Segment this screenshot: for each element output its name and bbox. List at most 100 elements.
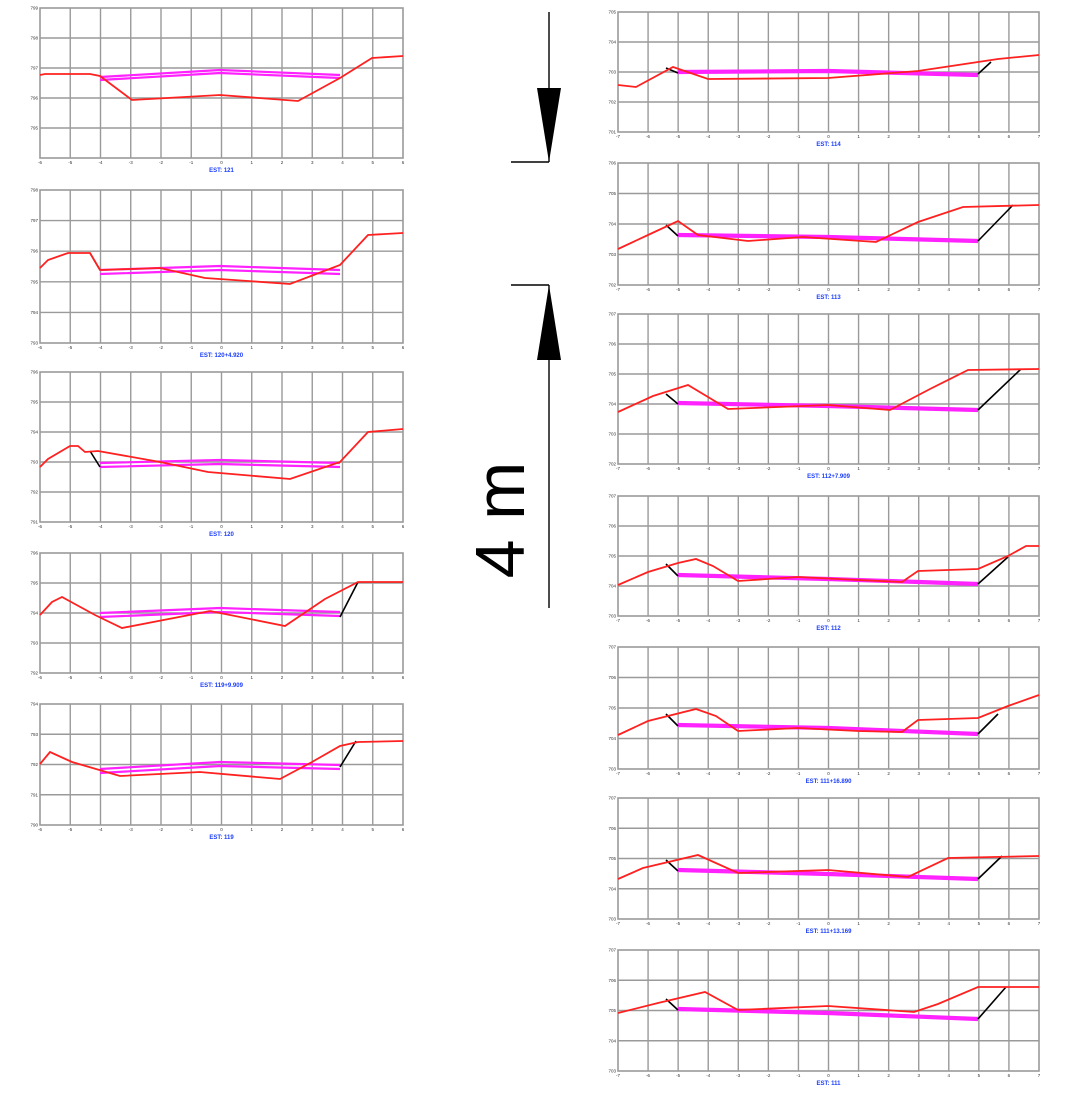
x-tick-label: 2	[887, 1073, 890, 1078]
x-tick-label: 1	[250, 675, 253, 680]
y-tick-label: 707	[608, 312, 616, 317]
y-tick-label: 706	[608, 826, 616, 831]
y-tick-label: 796	[30, 249, 38, 254]
y-tick-label: 706	[608, 675, 616, 680]
terrain-profile-line	[617, 54, 1040, 88]
x-tick-label: 4	[948, 134, 951, 139]
station-label: EST: 120+4.920	[200, 353, 244, 359]
x-tick-label: -5	[676, 134, 680, 139]
x-tick-label: -5	[676, 618, 680, 623]
y-tick-label: 703	[608, 1069, 616, 1074]
x-tick-label: -6	[646, 921, 650, 926]
x-tick-label: 1	[857, 134, 860, 139]
y-tick-label: 792	[30, 490, 38, 495]
scale-arrow-down-icon	[537, 88, 561, 162]
y-tick-label: 793	[30, 641, 38, 646]
x-tick-label: 0	[827, 287, 830, 292]
design-profile-line	[99, 71, 341, 82]
x-tick-label: -3	[736, 134, 740, 139]
station-label: EST: 111	[816, 1081, 841, 1087]
x-tick-label: -2	[159, 345, 163, 350]
x-tick-label: 6	[1008, 921, 1011, 926]
x-tick-label: 7	[1038, 287, 1041, 292]
y-tick-label: 705	[608, 856, 616, 861]
x-tick-label: -5	[68, 827, 72, 832]
x-tick-label: 1	[857, 287, 860, 292]
design-profile-line	[677, 1008, 979, 1022]
y-tick-label: 705	[608, 1008, 616, 1013]
x-tick-label: 4	[341, 345, 344, 350]
x-tick-label: 3	[311, 675, 314, 680]
x-tick-label: -6	[38, 827, 42, 832]
design-profile-line	[677, 68, 979, 76]
terrain-profile-line	[617, 204, 1040, 250]
slope-line	[89, 450, 101, 468]
x-tick-label: 0	[827, 921, 830, 926]
y-tick-label: 791	[30, 792, 38, 797]
terrain-profile-line	[617, 694, 1040, 736]
x-tick-label: 2	[887, 287, 890, 292]
x-tick-label: 0	[827, 466, 830, 471]
x-tick-label: 2	[281, 827, 284, 832]
section-panel: -7 -6 -5 -4 -3 -2 -1 0 1 2 3 4 5 6 7 707 706 705 704 703 EST…	[608, 494, 1040, 633]
terrain-profile-line	[617, 545, 1039, 586]
x-tick-label: -6	[646, 134, 650, 139]
slope-line	[977, 204, 1014, 242]
y-tick-label: 796	[30, 370, 38, 375]
y-tick-label: 703	[608, 767, 616, 772]
x-tick-label: -6	[646, 618, 650, 623]
y-tick-label: 707	[608, 948, 616, 953]
x-tick-label: -5	[676, 287, 680, 292]
x-tick-label: -1	[189, 345, 193, 350]
x-tick-label: 5	[371, 675, 374, 680]
station-label: EST: 112	[816, 626, 841, 632]
y-tick-label: 703	[608, 917, 616, 922]
x-tick-label: -7	[616, 771, 620, 776]
x-tick-label: -7	[616, 466, 620, 471]
x-tick-label: 2	[281, 524, 284, 529]
station-label: EST: 111+16.890	[806, 779, 853, 785]
x-tick-label: 7	[1038, 771, 1041, 776]
x-tick-label: 1	[857, 921, 860, 926]
slope-line	[977, 61, 992, 75]
design-profile-line	[677, 1006, 979, 1020]
y-tick-label: 707	[608, 796, 616, 801]
y-tick-label: 701	[608, 130, 616, 135]
terrain-profile-line	[39, 581, 403, 629]
x-tick-label: 2	[887, 921, 890, 926]
section-panel: -6 -5 -4 -3 -2 -1 0 1 2 3 4 5 6 798 797 796 795 794 793 EST…	[30, 188, 404, 360]
x-tick-label: 6	[1008, 134, 1011, 139]
y-tick-label: 706	[608, 161, 616, 166]
x-tick-label: -6	[646, 771, 650, 776]
station-label: EST: 111+13.169	[806, 929, 853, 935]
y-tick-label: 792	[30, 671, 38, 676]
x-tick-label: -3	[736, 287, 740, 292]
design-profile-line	[677, 232, 979, 242]
x-tick-label: 1	[857, 466, 860, 471]
x-tick-label: 2	[281, 345, 284, 350]
y-tick-label: 797	[30, 218, 38, 223]
y-tick-label: 704	[608, 402, 616, 407]
x-tick-label: 1	[250, 345, 253, 350]
x-tick-label: -2	[766, 921, 770, 926]
x-tick-label: -3	[736, 771, 740, 776]
x-tick-label: 0	[827, 1073, 830, 1078]
design-profile-line	[99, 606, 341, 615]
y-tick-label: 702	[608, 283, 616, 288]
slope-line	[977, 713, 999, 735]
x-tick-label: 2	[887, 618, 890, 623]
slope-line	[665, 393, 679, 405]
x-tick-label: -5	[68, 345, 72, 350]
y-tick-label: 704	[608, 886, 616, 891]
section-panel: -7 -6 -5 -4 -3 -2 -1 0 1 2 3 4 5 6 7 707 706 705 704 703 EST…	[608, 948, 1040, 1088]
x-tick-label: -1	[796, 134, 800, 139]
x-tick-label: -1	[189, 675, 193, 680]
x-tick-label: 4	[948, 1073, 951, 1078]
x-tick-label: 3	[917, 287, 920, 292]
x-tick-label: -2	[159, 524, 163, 529]
y-tick-label: 793	[30, 732, 38, 737]
x-tick-label: -2	[766, 134, 770, 139]
x-tick-label: -3	[129, 524, 133, 529]
design-profile-line	[99, 610, 341, 619]
